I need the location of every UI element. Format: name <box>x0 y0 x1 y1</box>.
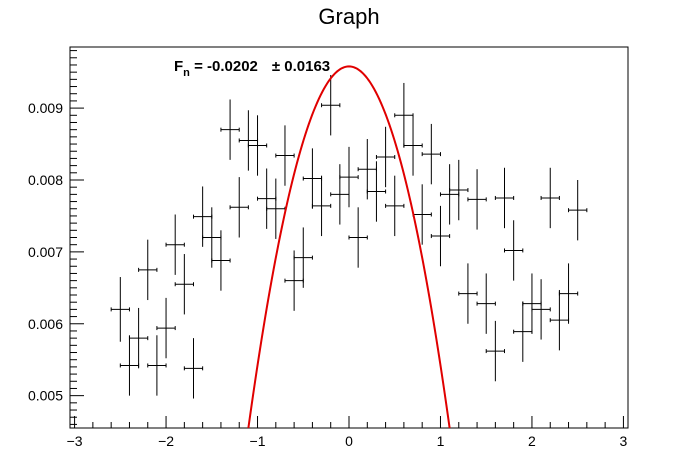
fit-curve <box>247 65 451 429</box>
y-axis: 0.005 0.006 0.007 0.008 0.009 <box>28 50 84 425</box>
x-tick-label: 1 <box>437 433 445 449</box>
y-tick-label: 0.008 <box>28 172 63 188</box>
data-point <box>531 279 551 340</box>
data-point <box>128 307 149 369</box>
data-point <box>110 277 130 342</box>
data-point <box>330 164 350 225</box>
x-tick-label: 3 <box>620 433 628 449</box>
data-point <box>339 146 359 208</box>
data-point <box>311 175 332 237</box>
data-point <box>421 123 441 185</box>
data-point <box>458 263 478 324</box>
x-tick-label: −1 <box>250 433 266 449</box>
data-point <box>174 254 194 315</box>
annotation-label-sub: n <box>183 67 190 79</box>
data-point <box>183 338 204 399</box>
data-point <box>165 214 185 275</box>
data-point <box>138 239 158 301</box>
data-point <box>275 125 295 186</box>
data-point <box>494 167 515 229</box>
x-tick-label: 0 <box>345 433 353 449</box>
x-tick-label: −2 <box>158 433 174 449</box>
data-point <box>302 148 323 209</box>
annotation-label-error: ± 0.0163 <box>272 58 330 75</box>
data-point <box>156 297 176 359</box>
data-point <box>366 161 387 222</box>
data-point <box>394 82 414 148</box>
data-point <box>403 115 423 176</box>
data-point <box>385 175 405 237</box>
data-point <box>412 184 432 245</box>
data-point <box>439 164 460 225</box>
data-point <box>549 289 570 351</box>
data-point <box>449 159 469 221</box>
data-point <box>147 335 167 396</box>
data-point <box>467 169 487 230</box>
data-point <box>247 115 268 176</box>
data-point <box>568 179 588 241</box>
data-point <box>430 205 451 267</box>
fit-annotation: Fn = -0.0202 ± 0.0163 <box>174 58 330 79</box>
data-point <box>476 273 496 334</box>
data-point <box>229 177 249 238</box>
data-point <box>257 168 277 229</box>
data-point <box>321 75 341 136</box>
annotation-label-main: F <box>174 58 183 75</box>
data-point <box>558 263 579 324</box>
x-axis: −3 −2 −1 0 1 2 3 <box>67 416 628 449</box>
annotation-label-value: = -0.0202 <box>190 58 258 75</box>
y-tick-label: 0.009 <box>28 100 63 116</box>
data-point <box>348 207 368 268</box>
x-tick-label: 2 <box>528 433 536 449</box>
chart-title: Graph <box>318 4 379 29</box>
data-point <box>540 167 560 229</box>
data-point <box>513 301 533 362</box>
data-point <box>375 126 396 188</box>
data-point <box>119 335 140 396</box>
data-point <box>293 227 313 288</box>
y-tick-label: 0.007 <box>28 244 63 260</box>
data-point <box>238 110 259 171</box>
data-point <box>485 320 506 382</box>
data-point <box>504 220 524 281</box>
data-points <box>110 75 588 399</box>
data-point <box>211 230 231 291</box>
y-tick-label: 0.006 <box>28 316 63 332</box>
data-point <box>220 99 240 160</box>
y-tick-label: 0.005 <box>28 388 63 404</box>
x-tick-label: −3 <box>67 433 83 449</box>
data-point <box>522 273 542 334</box>
